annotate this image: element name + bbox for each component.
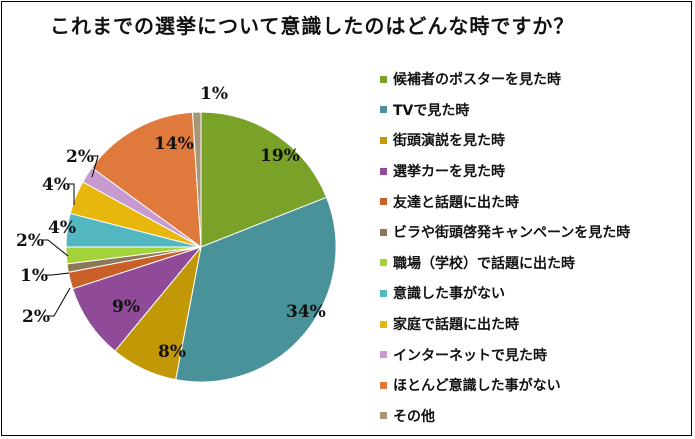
data-label-6: 2%	[16, 231, 44, 251]
legend-label-10: ほとんど意識した事がない	[393, 378, 561, 395]
data-label-2: 8%	[158, 342, 186, 362]
legend-label-11: その他	[393, 408, 435, 425]
data-label-4: 2%	[22, 307, 50, 327]
legend-label-3: 選挙カーを見た時	[393, 164, 505, 181]
legend-swatch-4	[380, 198, 387, 206]
legend-swatch-11	[380, 412, 387, 420]
leader-line-5	[46, 272, 70, 276]
data-label-8: 4%	[42, 175, 70, 195]
legend-item-4: 友達と話題に出た時	[380, 186, 690, 217]
data-label-0: 19%	[260, 146, 300, 166]
legend-label-9: インターネットで見た時	[393, 347, 547, 364]
legend: 候補者のポスターを見た時 TVで見た時街頭演説を見た時 選挙カーを見た時 友達と話題に…	[380, 64, 690, 431]
legend-swatch-8	[380, 320, 387, 328]
legend-item-5: ビラや街頭啓発キャンペーンを見た時	[380, 217, 690, 248]
legend-label-7: 意識した事がない	[393, 286, 505, 303]
legend-label-4: 友達と話題に出た時	[393, 194, 519, 211]
legend-item-1: TVで見た時	[380, 95, 690, 126]
data-label-7: 4%	[48, 218, 76, 238]
pie-slice-1	[175, 196, 337, 383]
legend-item-10: ほとんど意識した事がない	[380, 370, 690, 401]
legend-swatch-1	[380, 106, 387, 114]
data-label-9: 2%	[66, 147, 94, 167]
leader-line-4	[48, 287, 71, 317]
legend-label-6: 職場（学校）で話題に出た時	[393, 255, 575, 272]
leader-line-9	[91, 155, 99, 178]
legend-item-3: 選挙カーを見た時	[380, 156, 690, 187]
legend-swatch-7	[380, 289, 387, 297]
leader-line-6	[42, 239, 69, 257]
data-label-1: 34%	[286, 302, 326, 322]
legend-item-0: 候補者のポスターを見た時	[380, 64, 690, 95]
legend-swatch-5	[380, 228, 387, 236]
legend-swatch-0	[380, 75, 387, 83]
pie-slice-0	[200, 111, 328, 248]
legend-item-8: 家庭で話題に出た時	[380, 309, 690, 340]
legend-label-0: 候補者のポスターを見た時	[393, 72, 561, 89]
legend-label-2: 街頭演説を見た時	[393, 133, 505, 150]
pie-slice-11	[191, 111, 202, 248]
data-label-11: 1%	[200, 84, 228, 104]
legend-item-9: インターネットで見た時	[380, 339, 690, 370]
data-label-3: 9%	[112, 297, 140, 317]
legend-swatch-10	[380, 381, 387, 389]
legend-swatch-3	[380, 167, 387, 175]
legend-item-7: 意識した事がない	[380, 278, 690, 309]
legend-swatch-2	[380, 136, 387, 144]
legend-item-11: その他	[380, 401, 690, 432]
data-label-10: 14%	[154, 134, 194, 154]
chart-title: これまでの選挙について意識したのはどんな時ですか？	[50, 14, 575, 38]
legend-label-1: TVで見た時	[393, 102, 470, 119]
legend-label-5: ビラや街頭啓発キャンペーンを見た時	[393, 225, 631, 242]
legend-label-8: 家庭で話題に出た時	[393, 317, 519, 334]
data-label-5: 1%	[20, 266, 48, 286]
legend-swatch-6	[380, 259, 387, 267]
legend-swatch-9	[380, 351, 387, 359]
legend-item-6: 職場（学校）で話題に出た時	[380, 248, 690, 279]
legend-item-2: 街頭演説を見た時	[380, 125, 690, 156]
leader-line-8	[68, 183, 75, 205]
